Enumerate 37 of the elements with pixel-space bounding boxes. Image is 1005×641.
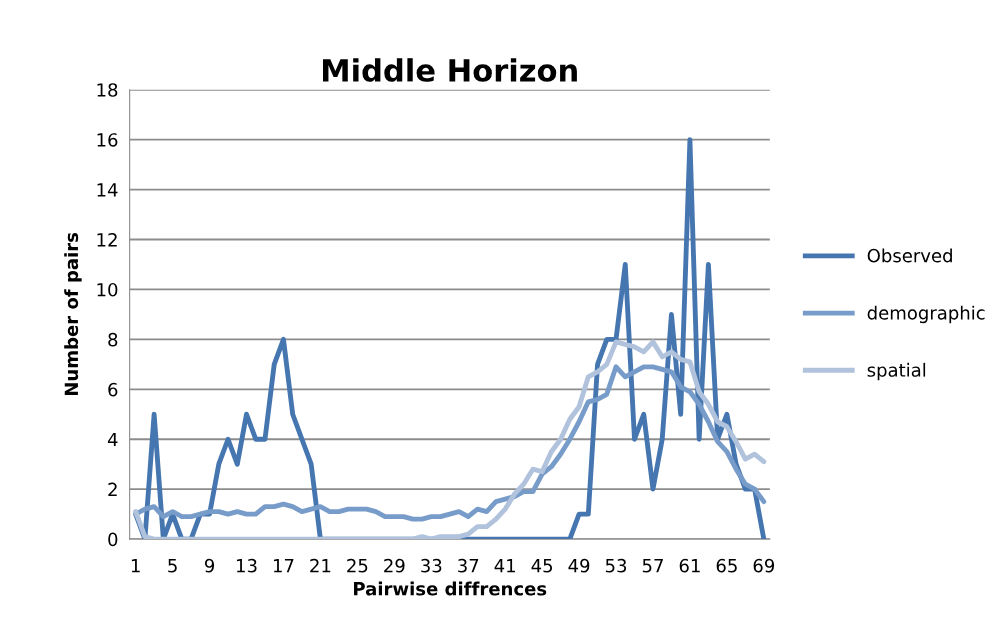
x-tick-label: 29 (384, 558, 405, 573)
x-tick-label: 21 (310, 558, 331, 573)
y-tick-label: 2 (108, 482, 117, 497)
y-tick-label: 18 (97, 83, 118, 97)
x-tick-label: 37 (458, 558, 479, 573)
x-tick-label: 41 (494, 559, 515, 573)
x-tick-label: 45 (531, 559, 553, 573)
x-tick-label: 61 (679, 558, 700, 573)
legend-label: spatial (867, 362, 926, 381)
y-tick-label: 16 (97, 133, 118, 147)
x-tick-label: 53 (605, 558, 627, 573)
y-tick-label: 10 (97, 282, 118, 297)
y-tick-label: 12 (97, 232, 117, 247)
legend-label: demographic (867, 305, 985, 324)
x-tick-label: 9 (204, 558, 215, 573)
x-tick-label: 13 (237, 558, 257, 573)
x-tick-label: 65 (716, 558, 737, 573)
y-tick-label: 4 (107, 432, 118, 447)
y-tick-label: 0 (108, 532, 118, 547)
y-tick-label: 14 (97, 183, 118, 197)
x-tick-label: 25 (347, 558, 368, 573)
x-tick-label: 49 (568, 558, 590, 573)
x-tick-label: 33 (421, 558, 442, 573)
x-axis-title: Pairwise diffrences (354, 581, 547, 596)
legend-label: Observed (867, 248, 952, 263)
line-series (133, 364, 767, 522)
x-tick-label: 17 (273, 559, 294, 573)
chart-title: Middle Horizon (323, 58, 577, 82)
x-tick-label: 1 (131, 559, 140, 573)
x-tick-label: 5 (168, 559, 177, 573)
y-tick-label: 6 (108, 382, 118, 397)
y-tick-label: 8 (108, 332, 118, 347)
line-series (133, 339, 767, 540)
x-tick-label: 69 (753, 558, 775, 573)
y-axis-title: Number of pairs (64, 232, 82, 396)
x-tick-label: 57 (642, 559, 663, 573)
line-series (133, 137, 767, 540)
